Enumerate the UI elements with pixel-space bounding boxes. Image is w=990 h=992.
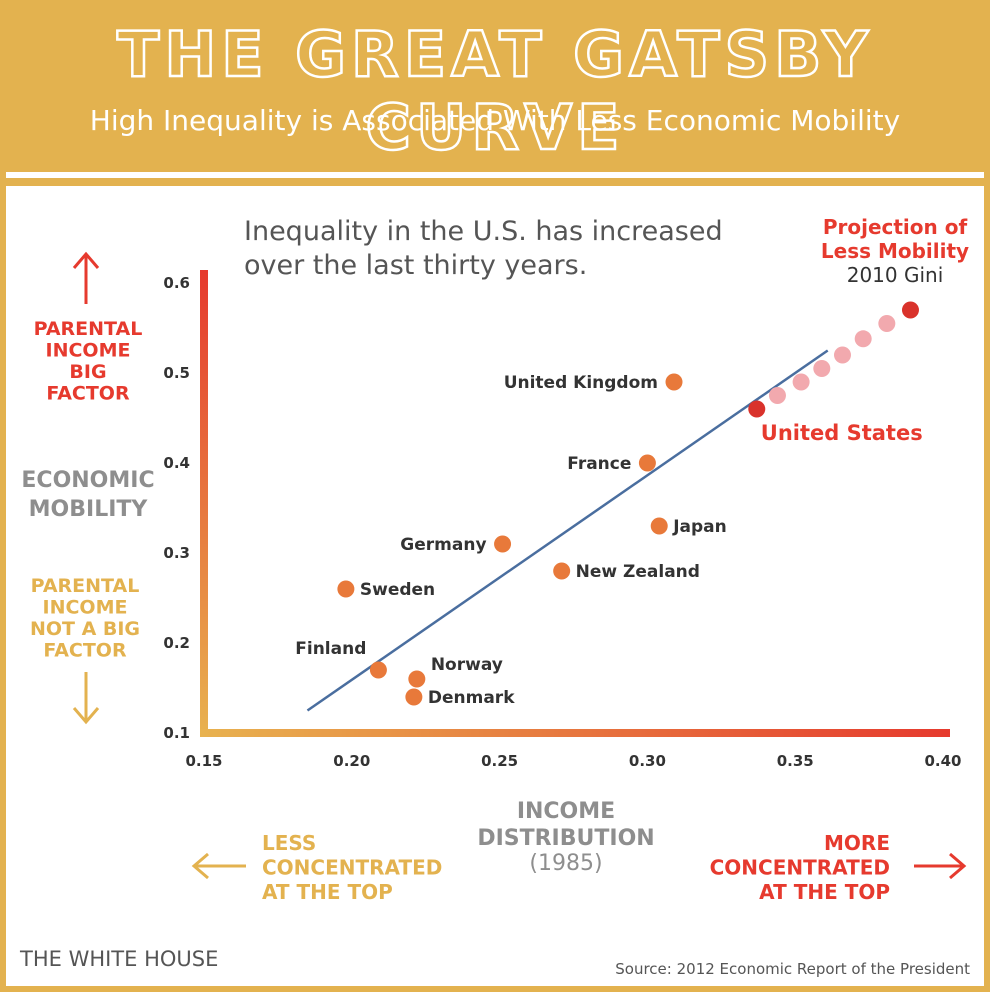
svg-text:NOT A BIG: NOT A BIG <box>30 618 140 640</box>
label-sweden: Sweden <box>360 580 435 600</box>
footer-left: THE WHITE HOUSE <box>19 947 218 971</box>
x-tick-label: 0.25 <box>481 752 518 770</box>
svg-text:PARENTAL: PARENTAL <box>34 318 143 340</box>
projection-point <box>792 373 810 391</box>
label-denmark: Denmark <box>428 688 515 708</box>
header: THE GREAT GATSBY CURVE High Inequality i… <box>0 0 990 168</box>
svg-text:DISTRIBUTION: DISTRIBUTION <box>477 826 654 851</box>
footer-source: Source: 2012 Economic Report of the Pres… <box>615 960 970 978</box>
label-united-kingdom: United Kingdom <box>504 373 658 393</box>
projection-point <box>854 330 872 348</box>
projection-point <box>833 346 851 364</box>
svg-text:CONCENTRATED: CONCENTRATED <box>262 856 442 880</box>
svg-text:AT THE TOP: AT THE TOP <box>759 880 890 904</box>
point-norway <box>408 670 426 688</box>
point-sweden <box>337 580 355 598</box>
y-tick-label: 0.2 <box>163 634 190 652</box>
y-tick-label: 0.1 <box>163 724 190 742</box>
projection-point <box>768 387 786 404</box>
y-axis-label: ECONOMIC MOBILITY <box>21 468 154 522</box>
x-axis-left-arrow <box>191 852 246 880</box>
chart-subtitle: High Inequality is Associated With Less … <box>89 104 901 137</box>
label-japan: Japan <box>672 517 727 537</box>
svg-text:INCOME: INCOME <box>517 799 615 824</box>
y-tick-label: 0.5 <box>163 364 190 382</box>
y-axis-up-arrow <box>72 251 100 304</box>
label-norway: Norway <box>431 655 503 675</box>
x-axis-right-arrow <box>914 852 967 880</box>
svg-text:FACTOR: FACTOR <box>46 383 130 405</box>
y-axis-down-arrow <box>72 672 100 725</box>
projection-endpoint <box>901 301 919 319</box>
label-finland: Finland <box>295 639 366 659</box>
chart-title: THE GREAT GATSBY CURVE <box>116 17 873 166</box>
label-france: France <box>567 454 631 474</box>
svg-text:ECONOMIC: ECONOMIC <box>21 468 154 493</box>
label-united-states: United States <box>761 421 923 445</box>
label-germany: Germany <box>400 535 486 555</box>
annotation-line-2: over the last thirty years. <box>244 250 587 281</box>
projection-point <box>813 360 831 377</box>
y-tick-label: 0.6 <box>163 274 190 292</box>
point-france <box>638 454 656 472</box>
y-tick-label: 0.4 <box>163 454 190 472</box>
svg-text:MOBILITY: MOBILITY <box>29 497 149 522</box>
point-japan <box>650 517 668 535</box>
annotation-line-1: Inequality in the U.S. has increased <box>244 216 723 247</box>
svg-text:CONCENTRATED: CONCENTRATED <box>710 856 890 880</box>
projection-point <box>878 315 896 332</box>
svg-text:MORE: MORE <box>824 831 890 855</box>
projection-label-1: Projection of <box>823 215 968 239</box>
svg-text:FACTOR: FACTOR <box>43 640 127 662</box>
x-axis-line <box>200 729 950 737</box>
label-new-zealand: New Zealand <box>576 562 700 582</box>
chart-panel <box>6 186 984 986</box>
point-germany <box>494 535 512 553</box>
y-axis-line <box>200 270 208 736</box>
point-denmark <box>405 688 423 706</box>
x-axis-sublabel: (1985) <box>529 851 602 876</box>
svg-text:AT THE TOP: AT THE TOP <box>262 880 393 904</box>
y-tick-label: 0.3 <box>163 544 190 562</box>
svg-text:BIG: BIG <box>69 361 106 383</box>
svg-text:INCOME: INCOME <box>46 340 131 362</box>
x-tick-label: 0.20 <box>333 752 370 770</box>
point-united-kingdom <box>665 373 683 391</box>
projection-label-2: Less Mobility <box>821 239 969 263</box>
point-new-zealand <box>553 562 571 580</box>
x-tick-label: 0.30 <box>629 752 666 770</box>
point-united-states <box>748 400 766 418</box>
point-finland <box>369 661 387 679</box>
x-tick-label: 0.40 <box>924 752 961 770</box>
trend-line <box>306 349 829 712</box>
x-tick-label: 0.15 <box>185 752 222 770</box>
svg-text:PARENTAL: PARENTAL <box>31 575 140 597</box>
svg-text:LESS: LESS <box>262 831 316 855</box>
projection-label-3: 2010 Gini <box>847 263 944 287</box>
header-divider <box>6 172 984 178</box>
svg-text:INCOME: INCOME <box>43 597 128 619</box>
x-tick-label: 0.35 <box>777 752 814 770</box>
